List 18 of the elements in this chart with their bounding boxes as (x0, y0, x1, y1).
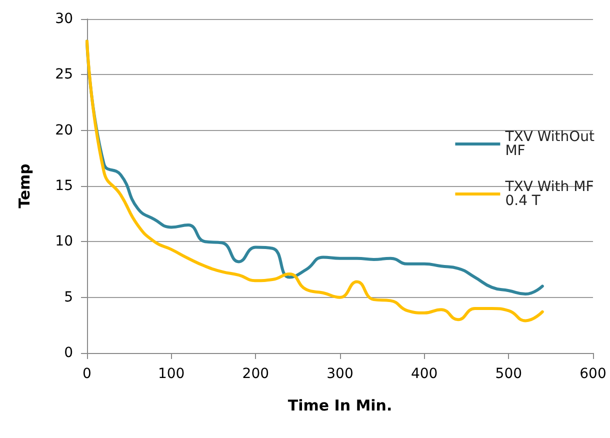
y-tick-label: 5 (64, 289, 73, 306)
y-tick-label: 15 (55, 178, 73, 194)
y-tick-label: 30 (55, 11, 73, 27)
x-axis-title: Time In Min. (288, 396, 392, 414)
x-tick-label: 200 (242, 366, 270, 382)
x-tick-label: 600 (580, 366, 606, 382)
y-tick-label: 25 (55, 66, 73, 83)
x-tick-label: 0 (82, 366, 92, 382)
x-tick-label: 100 (158, 366, 185, 382)
legend-label: TXV WithOut MF (504, 129, 600, 159)
y-tick-label: 0 (64, 345, 73, 361)
x-tick-label: 300 (326, 366, 354, 382)
legend-label: TXV With MF 0.4 T (504, 179, 598, 209)
x-tick-label: 500 (495, 366, 522, 382)
y-axis-title: Temp (16, 163, 34, 208)
y-tick-label: 20 (55, 122, 73, 138)
y-tick-label: 10 (55, 234, 73, 250)
x-tick-label: 400 (410, 366, 438, 382)
